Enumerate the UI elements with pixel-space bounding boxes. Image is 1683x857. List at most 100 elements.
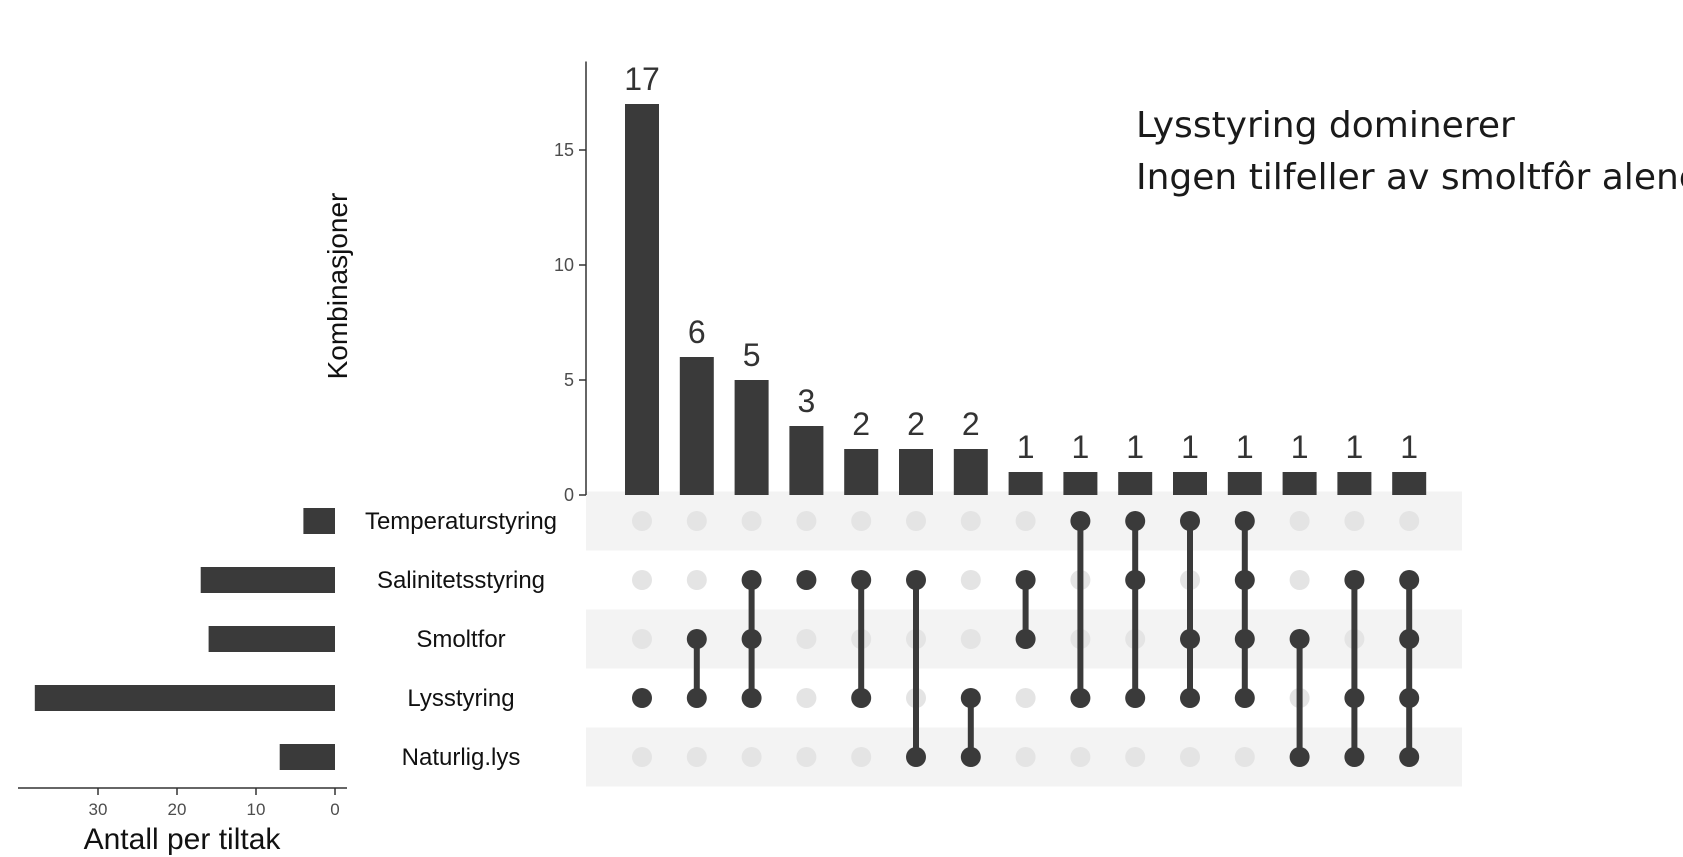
matrix-dot-active [1234,688,1255,708]
matrix-dot-inactive [1344,511,1365,531]
intersection-count-label: 2 [962,406,980,442]
matrix-dot-inactive [796,629,817,649]
matrix-dot-active [1289,629,1310,649]
set-name-label: Salinitetsstyring [377,567,545,594]
intersection-bar [789,426,824,495]
matrix-dot-active [1180,511,1200,531]
intersection-bar [899,449,933,495]
intersection-count-label: 1 [1181,429,1199,465]
intersection-bar [679,357,714,495]
matrix-dot-inactive [1180,747,1200,767]
matrix-dot-active [1125,511,1146,531]
matrix-dot-inactive [851,511,872,531]
matrix-dot-active [906,570,926,590]
intersection-bar [1063,472,1098,495]
matrix-dot-inactive [632,511,652,531]
matrix-dot-active [741,629,762,649]
matrix-dot-inactive [1015,688,1036,708]
matrix-dot-inactive [1125,747,1146,767]
set-name-label: Temperaturstyring [365,508,557,535]
intersection-bar [953,449,988,495]
intersection-count-label: 6 [688,314,706,350]
matrix-dot-active [851,570,872,590]
matrix-dot-inactive [960,511,981,531]
intersection-y-tick-label: 10 [554,255,574,275]
intersection-bar [1008,472,1043,495]
matrix-dot-active [796,570,817,590]
set-name-label: Smoltfor [416,626,505,653]
set-size-x-tick-label: 30 [89,800,108,819]
matrix-dot-active [1015,629,1036,649]
intersection-count-label: 1 [1236,429,1254,465]
matrix-dot-inactive [741,511,762,531]
intersection-count-label: 1 [1346,429,1364,465]
set-size-bar [208,626,335,652]
intersection-bar [1392,472,1427,495]
set-size-bar [303,508,335,534]
set-name-label: Lysstyring [407,685,514,712]
intersection-bar [1173,472,1207,495]
intersection-count-label: 1 [1291,429,1309,465]
matrix-dot-active [1125,570,1146,590]
matrix-dot-inactive [796,688,817,708]
matrix-dot-inactive [632,747,652,767]
intersection-count-label: 1 [1072,429,1090,465]
matrix-dot-active [1399,688,1420,708]
intersection-bar [1337,472,1372,495]
set-size-bar [34,685,336,711]
matrix-dot-active [1399,747,1420,767]
matrix-dot-inactive [1015,511,1036,531]
matrix-dot-active [960,688,981,708]
intersection-count-label: 5 [743,337,761,373]
intersection-count-label: 1 [1126,429,1144,465]
intersection-bar [844,449,879,495]
matrix-dot-active [1344,747,1365,767]
matrix-dot-active [1125,688,1146,708]
set-size-axis-label: Antall per tiltak [83,823,281,856]
intersection-bar [1118,472,1153,495]
matrix-dot-inactive [1289,511,1310,531]
matrix-dot-active [1344,570,1365,590]
intersection-count-label: 1 [1017,429,1035,465]
matrix-dot-active [741,688,762,708]
matrix-dot-active [1399,629,1420,649]
matrix-dot-active [851,688,872,708]
set-size-bar [279,744,335,770]
matrix-dot-active [1180,629,1200,649]
matrix-dot-inactive [1234,747,1255,767]
matrix-dot-inactive [906,511,926,531]
intersection-count-label: 3 [798,383,816,419]
matrix-dot-inactive [851,747,872,767]
matrix-dot-active [906,747,926,767]
matrix-dot-active [1234,629,1255,649]
intersection-axis-label: Kombinasjoner [322,192,353,380]
matrix-dot-active [1399,570,1420,590]
matrix-dot-active [1070,511,1091,531]
matrix-dot-inactive [686,570,707,590]
matrix-dot-inactive [796,747,817,767]
matrix-dot-inactive [1015,747,1036,767]
matrix-dot-active [1015,570,1036,590]
matrix-dot-active [1234,511,1255,531]
intersection-y-tick-label: 5 [564,370,574,390]
matrix-dot-inactive [686,511,707,531]
matrix-dot-active [741,570,762,590]
matrix-dot-inactive [1289,570,1310,590]
matrix-dot-active [632,688,652,708]
intersection-count-label: 2 [852,406,870,442]
matrix-dot-active [686,629,707,649]
matrix-dot-inactive [632,570,652,590]
intersection-bar [1282,472,1317,495]
intersection-count-label: 1 [1400,429,1418,465]
intersection-count-label: 17 [624,61,660,97]
matrix-dot-inactive [1070,747,1091,767]
matrix-dot-inactive [686,747,707,767]
intersection-count-label: 2 [907,406,925,442]
intersection-bar [625,104,659,495]
matrix-dot-inactive [960,629,981,649]
matrix-dot-active [960,747,981,767]
annotation-line-1: Lysstyring dominerer [1136,105,1515,146]
matrix-dot-active [1070,688,1091,708]
matrix-dot-inactive [741,747,762,767]
